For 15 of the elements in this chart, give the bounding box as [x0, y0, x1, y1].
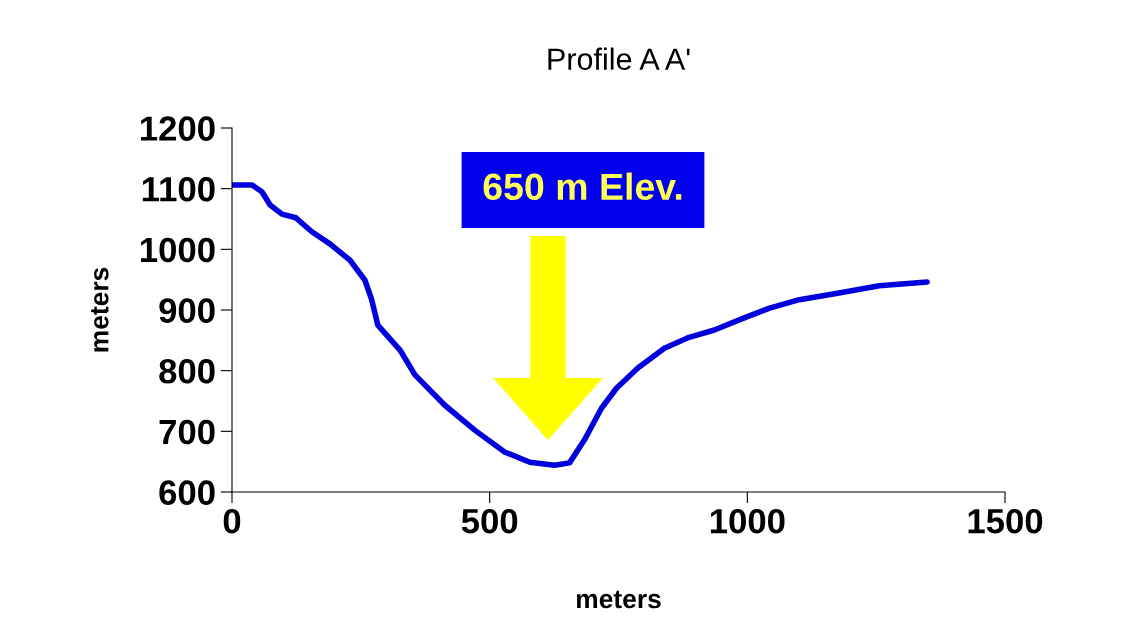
y-tick-label: 800 — [159, 359, 215, 384]
y-axis-title: meters — [91, 267, 109, 352]
x-tick-label: 1500 — [968, 508, 1043, 534]
chart-title: Profile A A' — [548, 47, 690, 70]
annotation: 650 m Elev. — [483, 172, 682, 201]
x-tick-label: 500 — [461, 508, 518, 534]
x-axis-title: meters — [576, 590, 661, 609]
y-tick-label: 900 — [159, 298, 215, 323]
y-tick-label: 1000 — [140, 237, 215, 263]
y-tick-label: 1200 — [140, 116, 215, 141]
y-tick-label: 1100 — [142, 177, 215, 202]
y-tick-label: 600 — [159, 480, 215, 505]
y-tick-label: 700 — [159, 419, 215, 445]
x-tick-label: 1000 — [710, 508, 785, 534]
x-tick-label: 0 — [223, 508, 241, 534]
